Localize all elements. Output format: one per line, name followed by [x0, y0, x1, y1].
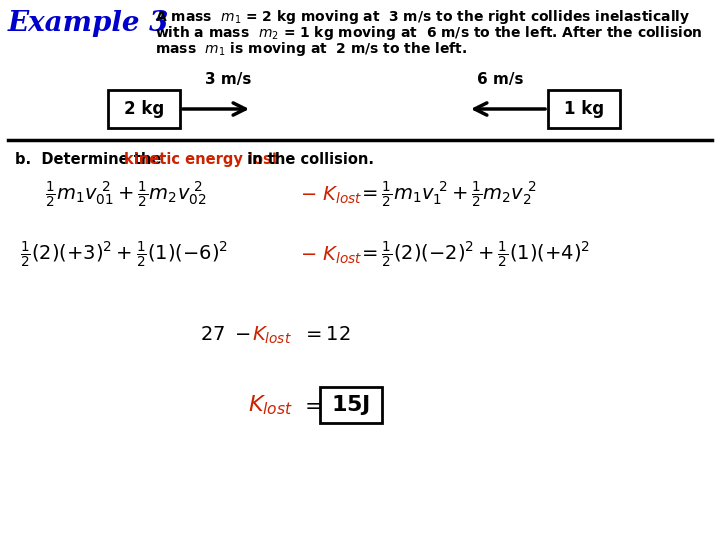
- Text: $\frac{1}{2}m_1v_{01}^{\ 2}+\frac{1}{2}m_2v_{02}^{\ 2}$: $\frac{1}{2}m_1v_{01}^{\ 2}+\frac{1}{2}m…: [45, 180, 207, 210]
- Text: 1 kg: 1 kg: [564, 100, 604, 118]
- Text: $=$: $=$: [300, 395, 323, 415]
- Text: Example 3: Example 3: [8, 10, 169, 37]
- Text: mass  $\mathit{m}_1$ is moving at  2 m/s to the left.: mass $\mathit{m}_1$ is moving at 2 m/s t…: [155, 40, 467, 58]
- Text: b.  Determine the: b. Determine the: [15, 152, 166, 167]
- Text: 6 m/s: 6 m/s: [477, 72, 523, 87]
- Text: kinetic energy lost: kinetic energy lost: [124, 152, 279, 167]
- Text: 2 kg: 2 kg: [124, 100, 164, 118]
- Text: in the collision.: in the collision.: [242, 152, 374, 167]
- Text: 3 m/s: 3 m/s: [205, 72, 251, 87]
- Text: $\mathbf{15J}$: $\mathbf{15J}$: [331, 393, 371, 417]
- Text: $=\frac{1}{2}(2)(-2)^{2}+\frac{1}{2}(1)(+4)^{2}$: $=\frac{1}{2}(2)(-2)^{2}+\frac{1}{2}(1)(…: [358, 240, 590, 270]
- Text: $-\ K_{lost}$: $-\ K_{lost}$: [300, 244, 362, 266]
- Text: $= 12$: $= 12$: [302, 326, 351, 345]
- Bar: [320, 387, 382, 423]
- Text: $=\frac{1}{2}m_1v_1^{\ 2}+\frac{1}{2}m_2v_2^{\ 2}$: $=\frac{1}{2}m_1v_1^{\ 2}+\frac{1}{2}m_2…: [358, 180, 537, 210]
- Bar: [548, 90, 620, 128]
- Text: $K_{lost}$: $K_{lost}$: [252, 325, 292, 346]
- Bar: [108, 90, 180, 128]
- Text: with a mass  $\mathit{m}_2$ = 1 kg moving at  6 m/s to the left. After the colli: with a mass $\mathit{m}_2$ = 1 kg moving…: [155, 24, 703, 42]
- Text: A mass  $\mathit{m}_1$ = 2 kg moving at  3 m/s to the right collides inelastical: A mass $\mathit{m}_1$ = 2 kg moving at 3…: [155, 8, 690, 26]
- Text: $-\ K_{lost}$: $-\ K_{lost}$: [300, 184, 362, 206]
- Text: $\frac{1}{2}(2)(+3)^{2}+\frac{1}{2}(1)(-6)^{2}$: $\frac{1}{2}(2)(+3)^{2}+\frac{1}{2}(1)(-…: [20, 240, 228, 270]
- Text: $27\ -\ $: $27\ -\ $: [200, 326, 251, 345]
- Text: $K_{lost}$: $K_{lost}$: [248, 393, 293, 417]
